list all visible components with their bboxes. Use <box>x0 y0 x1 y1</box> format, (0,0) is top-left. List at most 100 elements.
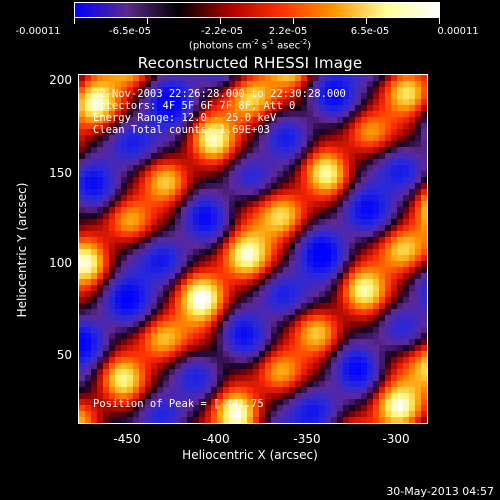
heatmap-cell <box>319 279 326 286</box>
heatmap-cell <box>157 363 164 370</box>
heatmap-cell <box>115 267 122 274</box>
heatmap-cell <box>307 357 314 364</box>
heatmap-cell <box>85 219 92 226</box>
heatmap-cell <box>79 225 86 232</box>
heatmap-cell <box>103 171 110 178</box>
heatmap-cell <box>151 141 158 148</box>
heatmap-cell <box>349 363 356 370</box>
heatmap-cell <box>241 159 248 166</box>
heatmap-cell <box>259 279 266 286</box>
heatmap-cell <box>337 93 344 100</box>
heatmap-cell <box>241 261 248 268</box>
heatmap-cell <box>241 177 248 184</box>
heatmap-cell <box>247 87 254 94</box>
heatmap-cell <box>229 285 236 292</box>
heatmap-cell <box>313 93 320 100</box>
overlay-energy-range: Energy Range: 12.0 - 25.0 keV <box>93 112 277 124</box>
heatmap-cell <box>121 279 128 286</box>
heatmap-cell <box>385 213 392 220</box>
heatmap-cell <box>157 393 164 400</box>
heatmap-cell <box>97 201 104 208</box>
heatmap-cell <box>337 165 344 172</box>
heatmap-cell <box>109 261 116 268</box>
heatmap-cell <box>235 153 242 160</box>
heatmap-cell <box>163 291 170 298</box>
heatmap-cell <box>181 99 188 106</box>
heatmap-cell <box>349 159 356 166</box>
heatmap-cell <box>265 171 272 178</box>
heatmap-cell <box>301 237 308 244</box>
heatmap-cell <box>121 195 128 202</box>
heatmap-cell <box>271 297 278 304</box>
heatmap-cell <box>85 171 92 178</box>
heatmap-cell <box>271 165 278 172</box>
heatmap-cell <box>175 279 182 286</box>
heatmap-cell <box>223 279 230 286</box>
heatmap-cell <box>301 291 308 298</box>
heatmap-cell <box>271 267 278 274</box>
heatmap-cell <box>289 135 296 142</box>
heatmap-cell <box>289 87 296 94</box>
heatmap-cell <box>229 417 236 423</box>
heatmap-cell <box>415 237 422 244</box>
heatmap-cell <box>229 111 236 118</box>
heatmap-cell <box>241 99 248 106</box>
heatmap-cell <box>367 387 374 394</box>
heatmap-cell <box>289 333 296 340</box>
heatmap-cell <box>313 195 320 202</box>
heatmap-cell <box>301 273 308 280</box>
heatmap-cell <box>91 249 98 256</box>
heatmap-cell <box>133 75 140 82</box>
heatmap-cell <box>103 273 110 280</box>
rhessi-heatmap <box>79 75 427 423</box>
heatmap-cell <box>313 321 320 328</box>
heatmap-cell <box>181 123 188 130</box>
heatmap-cell <box>193 363 200 370</box>
heatmap-cell <box>265 105 272 112</box>
heatmap-cell <box>253 279 260 286</box>
heatmap-cell <box>385 273 392 280</box>
heatmap-cell <box>187 141 194 148</box>
heatmap-cell <box>289 261 296 268</box>
heatmap-cell <box>271 213 278 220</box>
heatmap-cell <box>187 363 194 370</box>
colorbar-label-2: -2.2e-05 <box>201 26 243 37</box>
heatmap-cell <box>349 87 356 94</box>
heatmap-cell <box>355 267 362 274</box>
heatmap-cell <box>397 195 404 202</box>
heatmap-cell <box>307 225 314 232</box>
heatmap-cell <box>277 147 284 154</box>
heatmap-cell <box>325 369 332 376</box>
heatmap-cell <box>241 339 248 346</box>
heatmap-cell <box>349 171 356 178</box>
heatmap-cell <box>397 243 404 250</box>
heatmap-cell <box>97 195 104 202</box>
heatmap-cell <box>97 285 104 292</box>
heatmap-cell <box>115 399 122 406</box>
heatmap-cell <box>103 147 110 154</box>
heatmap-cell <box>85 411 92 418</box>
heatmap-cell <box>121 123 128 130</box>
heatmap-cell <box>181 255 188 262</box>
heatmap-cell <box>169 75 176 82</box>
heatmap-cell <box>361 213 368 220</box>
heatmap-cell <box>295 345 302 352</box>
heatmap-cell <box>265 237 272 244</box>
heatmap-cell <box>379 321 386 328</box>
heatmap-cell <box>163 189 170 196</box>
heatmap-cell <box>139 153 146 160</box>
heatmap-cell <box>187 267 194 274</box>
heatmap-cell <box>391 117 398 124</box>
heatmap-cell <box>337 381 344 388</box>
heatmap-cell <box>289 345 296 352</box>
heatmap-cell <box>169 417 176 423</box>
heatmap-cell <box>373 267 380 274</box>
heatmap-cell <box>259 339 266 346</box>
heatmap-cell <box>211 123 218 130</box>
heatmap-cell <box>139 357 146 364</box>
heatmap-cell <box>229 213 236 220</box>
heatmap-cell <box>187 297 194 304</box>
heatmap-cell <box>277 273 284 280</box>
heatmap-cell <box>253 345 260 352</box>
heatmap-cell <box>139 135 146 142</box>
